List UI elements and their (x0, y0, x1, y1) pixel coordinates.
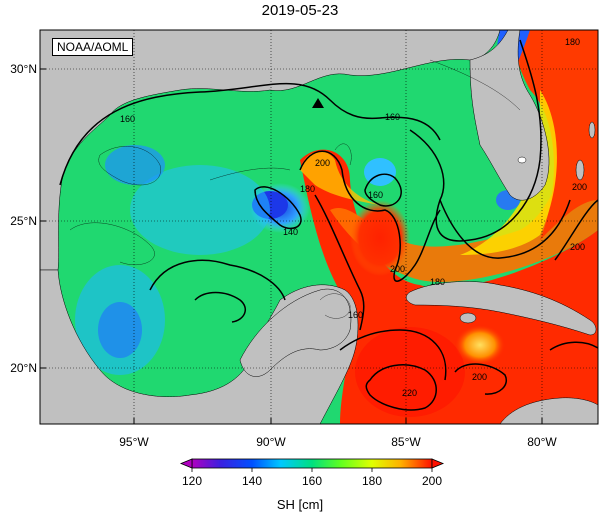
contour-label: 200 (572, 182, 587, 192)
colorbar-tick: 200 (421, 474, 443, 488)
contour-label: 160 (368, 190, 383, 200)
colorbar-tick: 140 (241, 474, 263, 488)
lat-tick-label: 25°N (10, 214, 37, 228)
lon-tick-label: 90°W (256, 435, 286, 449)
cuba-land (406, 281, 597, 336)
lon-tick-label: 80°W (527, 435, 557, 449)
colorbar-tick: 180 (361, 474, 383, 488)
contour-label: 160 (348, 310, 363, 320)
contour-label: 140 (283, 227, 298, 237)
lon-tick-label: 95°W (119, 435, 149, 449)
florida-land (469, 30, 550, 201)
colorbar-low-arrow (179, 458, 193, 469)
attribution-label: NOAA/AOML (52, 38, 134, 56)
longitude-axis: 95°W 90°W 85°W 80°W (119, 435, 557, 449)
colorbar-high-arrow (431, 458, 445, 469)
colorbar-tick: 120 (181, 474, 203, 488)
contour-label-group: 160 160 160 160 180 180 180 140 200 200 … (120, 37, 587, 398)
lat-lon-grid (40, 30, 598, 424)
contour-label: 180 (430, 277, 445, 287)
colorbar (179, 458, 445, 472)
contour-label: 200 (390, 264, 405, 274)
lon-tick-label: 85°W (391, 435, 421, 449)
lat-tick-label: 30°N (10, 62, 37, 76)
triangle-marker (312, 98, 324, 108)
contour-label: 200 (570, 242, 585, 252)
contour-lines (59, 39, 598, 411)
contour-label: 200 (472, 372, 487, 382)
contour-label: 160 (120, 114, 135, 124)
latitude-axis: 30°N 25°N 20°N (10, 62, 37, 375)
colorbar-tick: 160 (301, 474, 323, 488)
contour-label: 160 (385, 112, 400, 122)
contour-label: 180 (565, 37, 580, 47)
lat-tick-label: 20°N (10, 361, 37, 375)
map-frame (39, 29, 599, 425)
contour-label: 220 (402, 388, 417, 398)
map-title: 2019-05-23 (261, 2, 339, 19)
contour-label: 200 (315, 158, 330, 168)
contour-label: 180 (300, 184, 315, 194)
yucatan-land (239, 288, 352, 377)
colorbar-label: SH [cm] (276, 497, 324, 512)
